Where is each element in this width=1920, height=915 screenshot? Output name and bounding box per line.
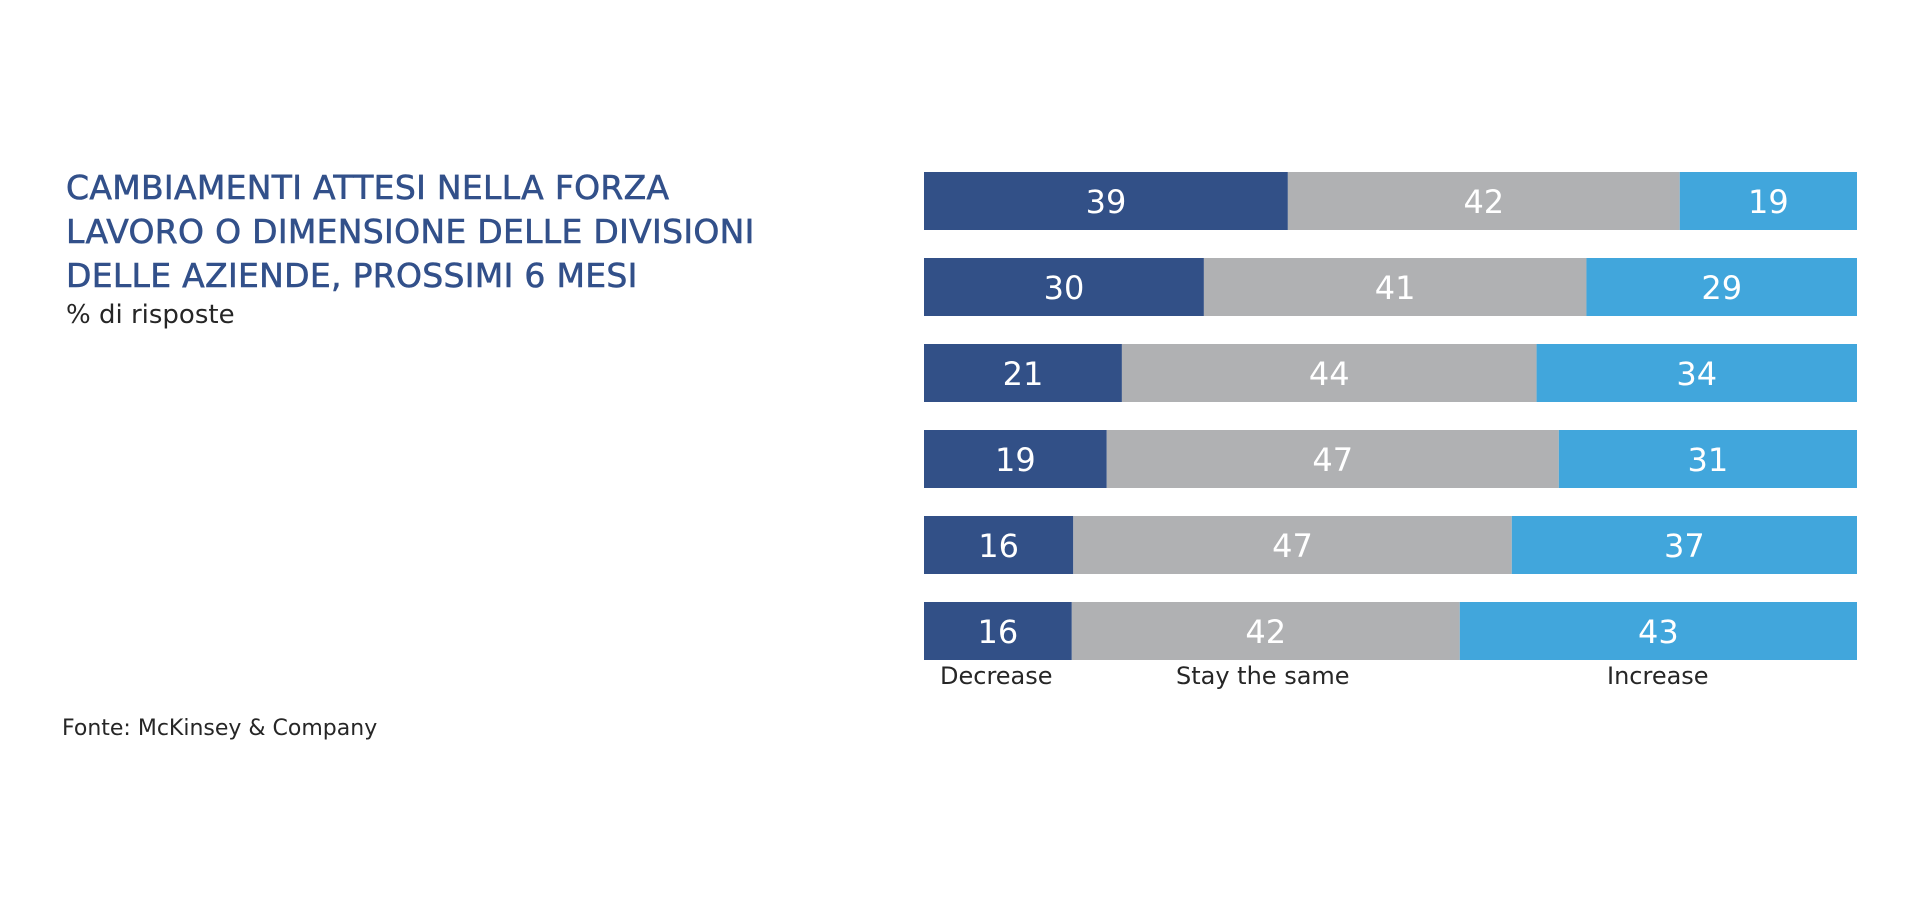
legend-increase: Increase [1607, 662, 1709, 690]
bar-value-label: 41 [1375, 269, 1416, 307]
bar-segment-decrease [924, 258, 1204, 316]
bar-segment-stay-the-same [1287, 172, 1680, 230]
bar-value-label: 42 [1245, 613, 1286, 651]
bar-segment-increase [1558, 430, 1857, 488]
legend-decrease: Decrease [940, 662, 1053, 690]
bar-value-label: 16 [978, 527, 1019, 565]
bar-segment-stay-the-same [1106, 430, 1559, 488]
stacked-bar-chart: 39 42 19 30 41 29 21 44 34 19 47 31 16 47 37 16 42 43 [924, 172, 1857, 660]
bar-value-label: 21 [1003, 355, 1044, 393]
bar-value-label: 47 [1312, 441, 1353, 479]
bar-value-label: 39 [1086, 183, 1127, 221]
title-block: CAMBIAMENTI ATTESI NELLA FORZA LAVORO O … [66, 166, 886, 330]
bar-value-label: 44 [1309, 355, 1350, 393]
bar-value-label: 16 [978, 613, 1019, 651]
bar-segment-stay-the-same [1071, 602, 1460, 660]
bar-segment-decrease [924, 344, 1122, 402]
bar-value-label: 19 [1748, 183, 1789, 221]
bar-value-label: 43 [1638, 613, 1679, 651]
bar-segment-stay-the-same [1203, 258, 1587, 316]
bar-segment-stay-the-same [1073, 516, 1512, 574]
bar-segment-decrease [924, 516, 1074, 574]
chart-subtitle: % di risposte [66, 300, 235, 330]
bar-segment-decrease [924, 430, 1107, 488]
bar-value-label: 31 [1688, 441, 1729, 479]
bar-value-label: 37 [1664, 527, 1705, 565]
bar-value-label: 47 [1272, 527, 1313, 565]
bar-segment-increase [1459, 602, 1857, 660]
bar-segment-stay-the-same [1121, 344, 1537, 402]
bar-value-label: 42 [1463, 183, 1504, 221]
chart-title: CAMBIAMENTI ATTESI NELLA FORZA LAVORO O … [66, 168, 755, 296]
bar-segment-increase [1511, 516, 1857, 574]
legend-stay-the-same: Stay the same [1176, 662, 1350, 690]
chart-area: 39 42 19 30 41 29 21 44 34 19 47 31 16 47 37 16 42 43 Dec… [924, 172, 1857, 692]
source-note: Fonte: McKinsey & Company [62, 716, 378, 741]
bar-segment-decrease [924, 602, 1072, 660]
bar-value-label: 34 [1676, 355, 1717, 393]
bar-segment-increase [1586, 258, 1857, 316]
bar-segment-increase [1679, 172, 1857, 230]
bar-value-label: 30 [1044, 269, 1085, 307]
bar-value-label: 19 [995, 441, 1036, 479]
bar-segment-decrease [924, 172, 1288, 230]
bar-segment-increase [1536, 344, 1857, 402]
bar-value-label: 29 [1701, 269, 1742, 307]
